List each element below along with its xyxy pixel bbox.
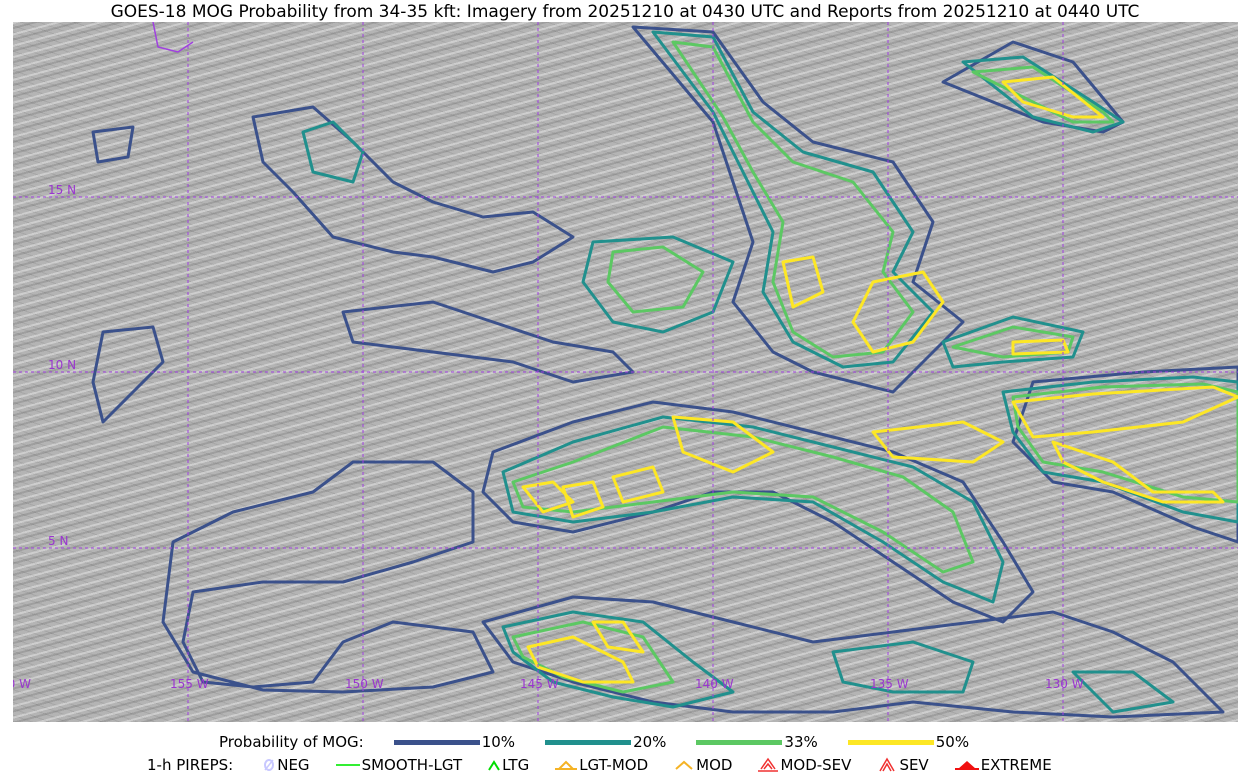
- contour-layer: [13, 22, 1238, 722]
- legend-label: 20%: [633, 733, 667, 751]
- satellite-map: 15 N 10 N 5 N 60 W 155 W 150 W 145 W 140…: [13, 22, 1238, 722]
- contour-20pct: [301, 30, 1238, 714]
- smooth-lgt-icon: [335, 764, 360, 766]
- legend-label: EXTREME: [980, 756, 1052, 774]
- ltg-icon: [488, 760, 500, 771]
- pirep-legend: 1-h PIREPS: NEG SMOOTH-LGT LTG LGT-MOD M…: [147, 756, 1052, 774]
- lon-label: 150 W: [345, 677, 384, 691]
- legend-label: MOD-SEV: [780, 756, 852, 774]
- mod-icon: [675, 760, 693, 770]
- legend-label: NEG: [277, 756, 310, 774]
- legend-swatch-10: [393, 739, 480, 745]
- legend-swatch-50: [847, 739, 934, 745]
- legend-title: Probability of MOG:: [219, 733, 364, 751]
- mod-sev-icon: [758, 757, 779, 772]
- legend-swatch-20: [545, 739, 632, 745]
- legend-label: MOD: [696, 756, 733, 774]
- legend-label: LGT-MOD: [579, 756, 649, 774]
- extreme-icon: [954, 761, 979, 770]
- chart-title: GOES-18 MOG Probability from 34-35 kft: …: [110, 2, 1140, 22]
- lat-label: 5 N: [48, 534, 69, 548]
- legend-label: 50%: [935, 733, 970, 751]
- lat-label: 10 N: [48, 358, 77, 372]
- legend-title: 1-h PIREPS:: [147, 756, 234, 774]
- lon-label: 145 W: [520, 677, 559, 691]
- contour-33pct: [511, 40, 1238, 694]
- contour-50pct: [521, 75, 1238, 684]
- contour-10pct: [91, 25, 1238, 719]
- legend-label: SMOOTH-LGT: [361, 756, 463, 774]
- legend-swatch-33: [696, 739, 783, 745]
- sev-icon: [879, 757, 896, 772]
- lon-label: 155 W: [170, 677, 209, 691]
- coastline: [152, 22, 194, 53]
- probability-legend: Probability of MOG: 10% 20% 33% 50%: [219, 733, 969, 751]
- legend-label: 33%: [784, 733, 818, 751]
- lat-label: 15 N: [48, 183, 77, 197]
- legend-label: 10%: [481, 733, 516, 751]
- lon-label: 130 W: [1045, 677, 1084, 691]
- gridlines: [13, 22, 1238, 722]
- legend-label: LTG: [502, 756, 530, 774]
- lgt-mod-icon: [555, 760, 578, 770]
- legend-label: SEV: [899, 756, 929, 774]
- lon-label: 60 W: [13, 677, 31, 691]
- lon-label: 140 W: [695, 677, 734, 691]
- neg-icon: [264, 759, 275, 771]
- lon-label: 135 W: [870, 677, 909, 691]
